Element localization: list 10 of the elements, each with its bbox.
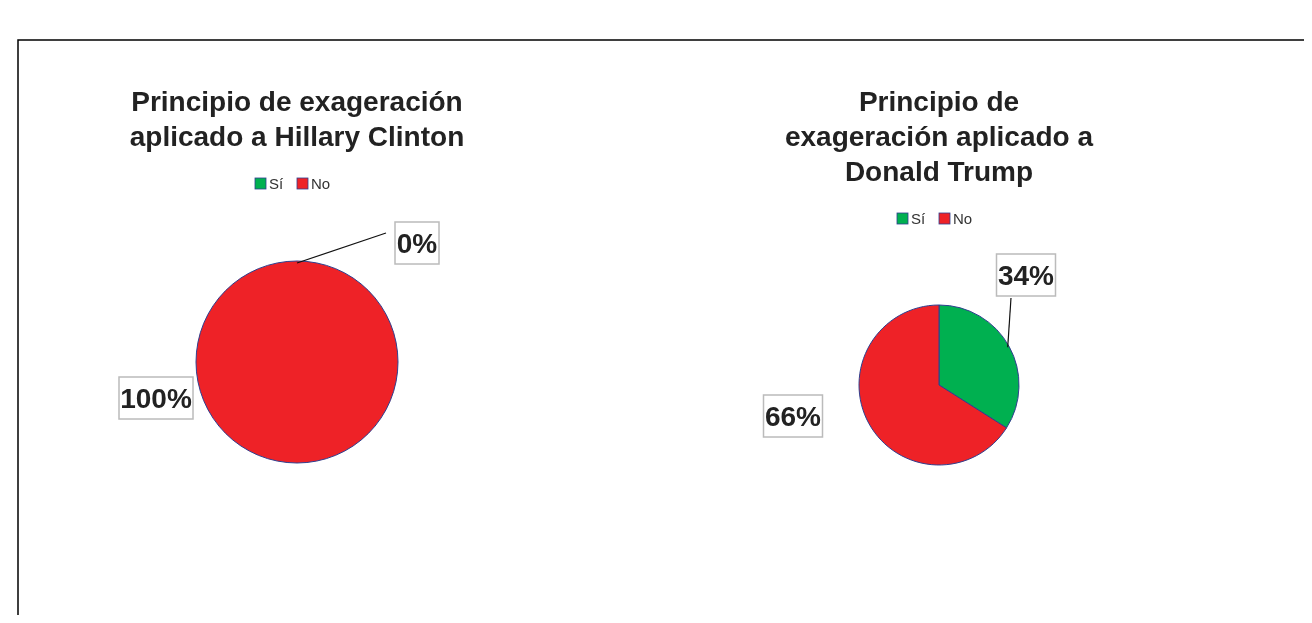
legend-label: No	[953, 210, 973, 227]
data-label: 66%	[764, 401, 822, 432]
chart-title: Principio de exageración aplicado a Hillary Clinton	[129, 86, 465, 152]
data-label: 34%	[997, 260, 1055, 291]
legend-label: Sí	[269, 175, 284, 192]
chart-title: Principio de exageración aplicado a Donald Trump	[784, 86, 1094, 187]
legend-label: No	[311, 175, 331, 192]
data-label: 100%	[120, 383, 192, 414]
legend-label: Sí	[911, 210, 926, 227]
text: 0%	[396, 228, 438, 259]
